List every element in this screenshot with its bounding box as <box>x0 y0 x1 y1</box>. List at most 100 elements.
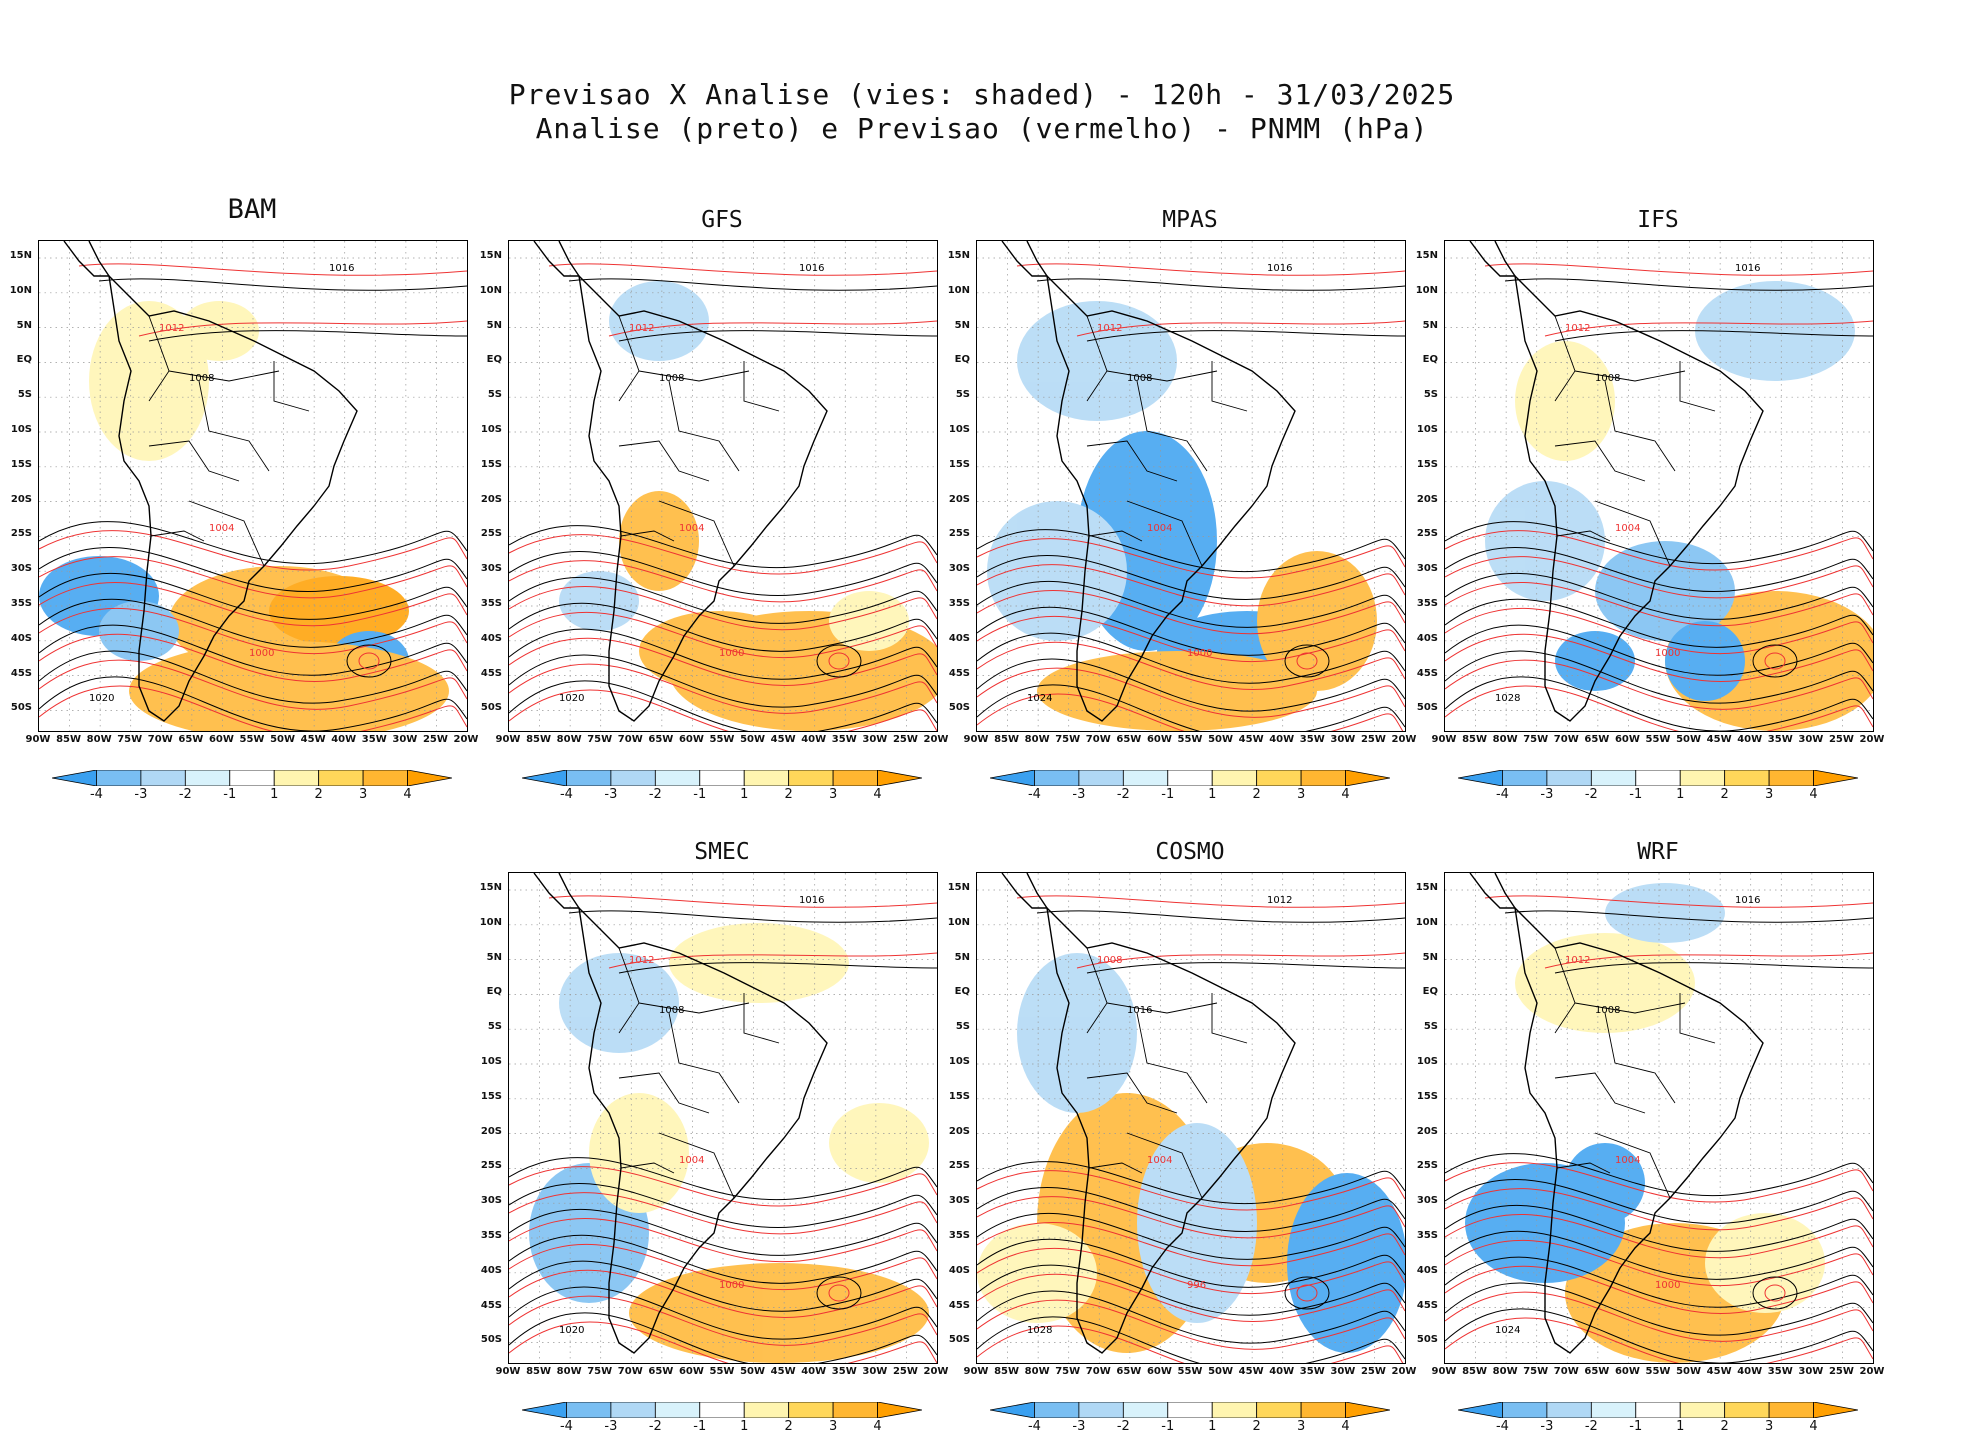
panel-title: BAM <box>38 194 466 225</box>
lon-label: 60W <box>676 734 706 745</box>
lon-label: 40W <box>799 1366 829 1377</box>
lat-label: 20S <box>1408 494 1438 505</box>
lat-label: 50S <box>940 702 970 713</box>
colorbar-segment <box>789 1402 833 1418</box>
colorbar-label: -1 <box>1624 1419 1648 1434</box>
lat-label: 15S <box>940 1091 970 1102</box>
colorbar-segment <box>1257 1402 1301 1418</box>
contour-label: 1000 <box>1655 648 1680 659</box>
colorbar-segment <box>833 1402 877 1418</box>
lat-label: 30S <box>940 563 970 574</box>
map-area: 1016 1012 1008 1004 1024 1000 <box>976 240 1406 732</box>
contour-label: 1000 <box>719 648 744 659</box>
lon-label: 35W <box>1765 734 1795 745</box>
lat-label: 45S <box>940 668 970 679</box>
lon-label: 80W <box>554 734 584 745</box>
colorbar: -4 -3 -2 -1 1 2 3 4 <box>1458 1402 1858 1442</box>
colorbar-segment <box>52 770 96 786</box>
lat-label: 45S <box>1408 668 1438 679</box>
lon-label: 65W <box>1114 1366 1144 1377</box>
colorbar-label: -2 <box>173 787 197 802</box>
contour-label: 1012 <box>1565 323 1590 334</box>
colorbar-label: -3 <box>1535 1419 1559 1434</box>
panel-title: COSMO <box>976 839 1404 865</box>
colorbar-segment <box>566 1402 610 1418</box>
colorbar-label: -4 <box>1022 787 1046 802</box>
contour-label: 1016 <box>1267 263 1292 274</box>
colorbar-label: -1 <box>218 787 242 802</box>
map-canvas: 1016 1012 1008 1004 1020 1000 <box>509 873 937 1363</box>
contour-label: 1000 <box>1655 1280 1680 1291</box>
lon-label: 50W <box>268 734 298 745</box>
colorbar-segment <box>878 1402 922 1418</box>
lat-label: 50S <box>1408 1334 1438 1345</box>
lon-label: 25W <box>1358 734 1388 745</box>
bias-blob <box>1665 621 1745 701</box>
lat-label: 5N <box>472 952 502 963</box>
lat-label: 20S <box>940 1126 970 1137</box>
contour-label: 1004 <box>679 523 704 534</box>
colorbar-segment <box>1079 770 1123 786</box>
colorbar-label: 3 <box>821 1419 845 1434</box>
colorbar-label: -1 <box>1156 1419 1180 1434</box>
lon-label: 25W <box>1358 1366 1388 1377</box>
lon-label: 30W <box>860 1366 890 1377</box>
lat-label: 10S <box>940 1056 970 1067</box>
colorbar-label: 3 <box>351 787 375 802</box>
lon-label: 65W <box>1114 734 1144 745</box>
contour-label: 1016 <box>799 895 824 906</box>
lon-label: 45W <box>1236 734 1266 745</box>
contour-label: 1016 <box>329 263 354 274</box>
colorbar-segment <box>522 770 566 786</box>
lon-label: 75W <box>1521 734 1551 745</box>
colorbar-label: 1 <box>1668 1419 1692 1434</box>
colorbar-segment <box>1725 1402 1769 1418</box>
contour-label: 1012 <box>629 323 654 334</box>
colorbar-segment <box>566 770 610 786</box>
lon-label: 30W <box>1796 1366 1826 1377</box>
contour-label: 1016 <box>1735 263 1760 274</box>
colorbar-segment <box>522 1402 566 1418</box>
lat-label: 10S <box>1408 1056 1438 1067</box>
lon-label: 55W <box>1175 1366 1205 1377</box>
lon-label: 85W <box>1460 734 1490 745</box>
lon-label: 40W <box>1267 1366 1297 1377</box>
contour-label: 1004 <box>1147 1155 1172 1166</box>
lon-label: 50W <box>1674 1366 1704 1377</box>
lon-label: 50W <box>1674 734 1704 745</box>
panel-wrf: WRF 1016 1012 1008 1004 1024 1000 15N 10N 5N EQ 5S 1… <box>1444 872 1872 1362</box>
contour-label: 1012 <box>159 323 184 334</box>
lon-label: 35W <box>1297 734 1327 745</box>
lat-label: EQ <box>472 986 502 997</box>
map-canvas: 101610121008100410241000 <box>1445 873 1873 1363</box>
contour-label: 1024 <box>1495 1325 1520 1336</box>
lat-label: 25S <box>940 1160 970 1171</box>
map-canvas: 1016 1012 1008 1004 1020 1000 <box>39 241 467 731</box>
lat-label: EQ <box>1408 986 1438 997</box>
lon-label: 35W <box>829 1366 859 1377</box>
lon-label: 90W <box>23 734 53 745</box>
colorbar-label: -4 <box>1022 1419 1046 1434</box>
lon-label: 30W <box>1796 734 1826 745</box>
lon-label: 75W <box>1053 734 1083 745</box>
lon-label: 35W <box>1765 1366 1795 1377</box>
lat-label: 50S <box>940 1334 970 1345</box>
bias-shading <box>977 953 1405 1353</box>
lon-label: 70W <box>145 734 175 745</box>
lat-label: 50S <box>472 702 502 713</box>
bias-shading <box>987 301 1377 731</box>
lat-label: 5N <box>472 320 502 331</box>
colorbar-label: 1 <box>732 787 756 802</box>
bias-blob <box>559 953 679 1053</box>
lon-label: 55W <box>1643 734 1673 745</box>
colorbar-segment <box>141 770 185 786</box>
lon-label: 30W <box>860 734 890 745</box>
lat-label: 15S <box>1408 1091 1438 1102</box>
lon-label: 60W <box>676 1366 706 1377</box>
colorbar-segment <box>1725 770 1769 786</box>
lat-label: 25S <box>940 528 970 539</box>
contour-label: 1004 <box>679 1155 704 1166</box>
colorbar-segment <box>744 770 788 786</box>
contour-label: 1012 <box>1565 955 1590 966</box>
lon-label: 65W <box>176 734 206 745</box>
